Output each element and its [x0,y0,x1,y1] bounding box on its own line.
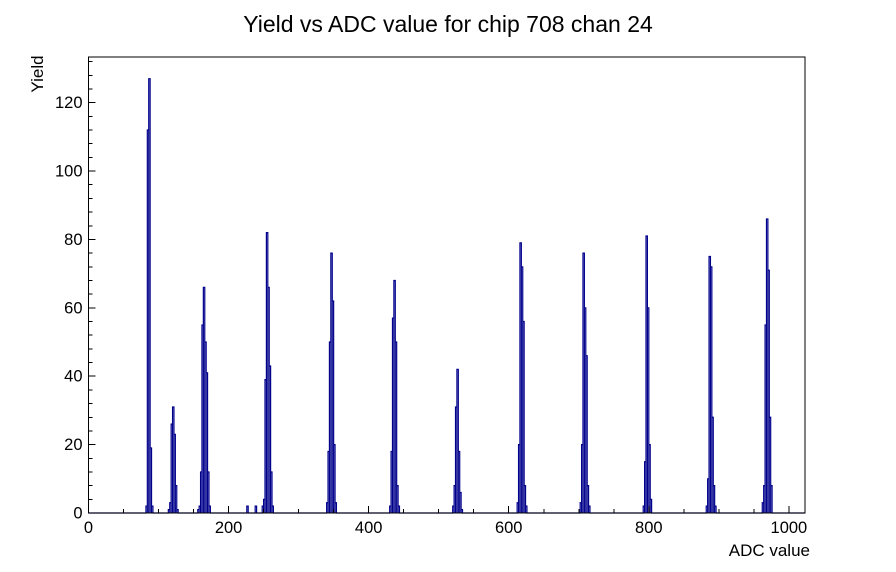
y-tick-label: 40 [64,368,82,386]
x-axis-title: ADC value [728,541,810,560]
x-tick-label: 1000 [771,519,808,537]
x-tick-label: 200 [215,519,243,537]
x-tick-label: 0 [84,519,93,537]
y-tick-label: 60 [64,299,82,317]
plot-frame [88,56,806,514]
histogram-line [88,78,805,514]
x-tick-label: 600 [495,519,523,537]
y-tick-label: 80 [64,231,82,249]
y-tick-label: 0 [73,505,82,523]
chart-title: Yield vs ADC value for chip 708 chan 24 [243,11,653,37]
y-tick-label: 100 [55,163,83,181]
y-tick-label: 120 [55,94,83,112]
x-tick-label: 800 [635,519,663,537]
x-tick-label: 400 [355,519,383,537]
y-tick-label: 20 [64,436,82,454]
